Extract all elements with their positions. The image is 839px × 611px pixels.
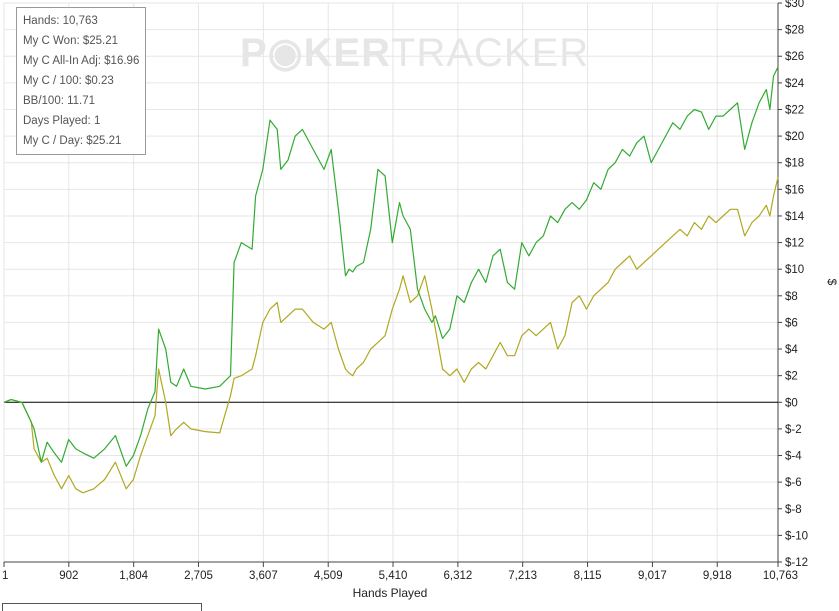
watermark-tracker: TRACKER bbox=[391, 31, 590, 75]
pokertracker-watermark: P◉KERTRACKER bbox=[240, 30, 589, 76]
y-tick-label: $6 bbox=[785, 317, 798, 329]
x-axis-title: Hands Played bbox=[353, 586, 428, 600]
series-layer bbox=[3, 66, 779, 494]
chip-logo-icon: ◉ bbox=[267, 31, 304, 75]
y-tick-label: $8 bbox=[785, 291, 798, 303]
y-tick-label: $22 bbox=[785, 104, 804, 116]
y-tick-label: $-6 bbox=[785, 477, 802, 489]
legend-box bbox=[2, 603, 202, 611]
stats-box: Hands: 10,763 My C Won: $25.21 My C All-… bbox=[16, 7, 146, 155]
stat-allin-adj: My C All-In Adj: $16.96 bbox=[23, 55, 140, 67]
y-tick-label: $20 bbox=[785, 131, 804, 143]
y-tick-label: $12 bbox=[785, 238, 804, 250]
y-tick-label: $26 bbox=[785, 51, 804, 63]
y-tick-label: $16 bbox=[785, 184, 804, 196]
y-tick-label: $10 bbox=[785, 264, 804, 276]
x-tick-label: 8,115 bbox=[574, 570, 602, 582]
y-axis-title: $ bbox=[825, 279, 839, 286]
x-tick-label: 3,607 bbox=[249, 570, 278, 582]
x-tick-label: 9,918 bbox=[703, 570, 732, 582]
y-tick-label: $-4 bbox=[785, 451, 802, 463]
y-axis-ticks: $30 $28 $26 $24 $22 $20 $18 $16 $14 $12 $10 $8 $6 $4 $… bbox=[778, 0, 808, 569]
x-tick-label: 6,312 bbox=[443, 570, 472, 582]
y-tick-label: $0 bbox=[785, 397, 798, 409]
y-tick-label: $24 bbox=[785, 78, 805, 90]
x-tick-label: 9,017 bbox=[638, 570, 667, 582]
x-tick-label: 2,705 bbox=[184, 570, 213, 582]
x-axis-ticks: 1 902 1,804 2,705 3,607 4,509 5,410 6,312 7,213 8… bbox=[2, 562, 798, 582]
stat-per-100: My C / 100: $0.23 bbox=[23, 75, 114, 87]
stat-won: My C Won: $25.21 bbox=[23, 35, 119, 47]
watermark-ker: KER bbox=[303, 31, 392, 75]
watermark-p: P bbox=[240, 31, 268, 75]
y-tick-label: $-12 bbox=[785, 557, 808, 569]
y-tick-label: $4 bbox=[785, 344, 798, 356]
y-tick-label: $18 bbox=[785, 158, 804, 170]
y-tick-label: $-10 bbox=[785, 530, 808, 542]
stat-per-day: My C / Day: $25.21 bbox=[23, 135, 122, 147]
y-tick-label: $28 bbox=[785, 25, 804, 37]
stat-hands: Hands: 10,763 bbox=[23, 15, 98, 27]
x-tick-label: 1 bbox=[2, 570, 8, 582]
x-tick-label: 7,213 bbox=[508, 570, 537, 582]
series-line-won bbox=[3, 66, 779, 467]
x-tick-label: 10,763 bbox=[763, 570, 798, 582]
x-tick-label: 5,410 bbox=[379, 570, 408, 582]
y-tick-label: $14 bbox=[785, 211, 805, 223]
x-tick-label: 4,509 bbox=[314, 570, 343, 582]
y-tick-label: $30 bbox=[785, 0, 804, 10]
y-tick-label: $-8 bbox=[785, 504, 802, 516]
series-line-allin bbox=[3, 177, 779, 494]
y-tick-label: $2 bbox=[785, 371, 798, 383]
y-tick-label: $-2 bbox=[785, 424, 802, 436]
stat-bb-100: BB/100: 11.71 bbox=[23, 95, 96, 107]
x-tick-label: 1,804 bbox=[119, 570, 148, 582]
x-tick-label: 902 bbox=[59, 570, 78, 582]
stat-days-played: Days Played: 1 bbox=[23, 115, 101, 127]
